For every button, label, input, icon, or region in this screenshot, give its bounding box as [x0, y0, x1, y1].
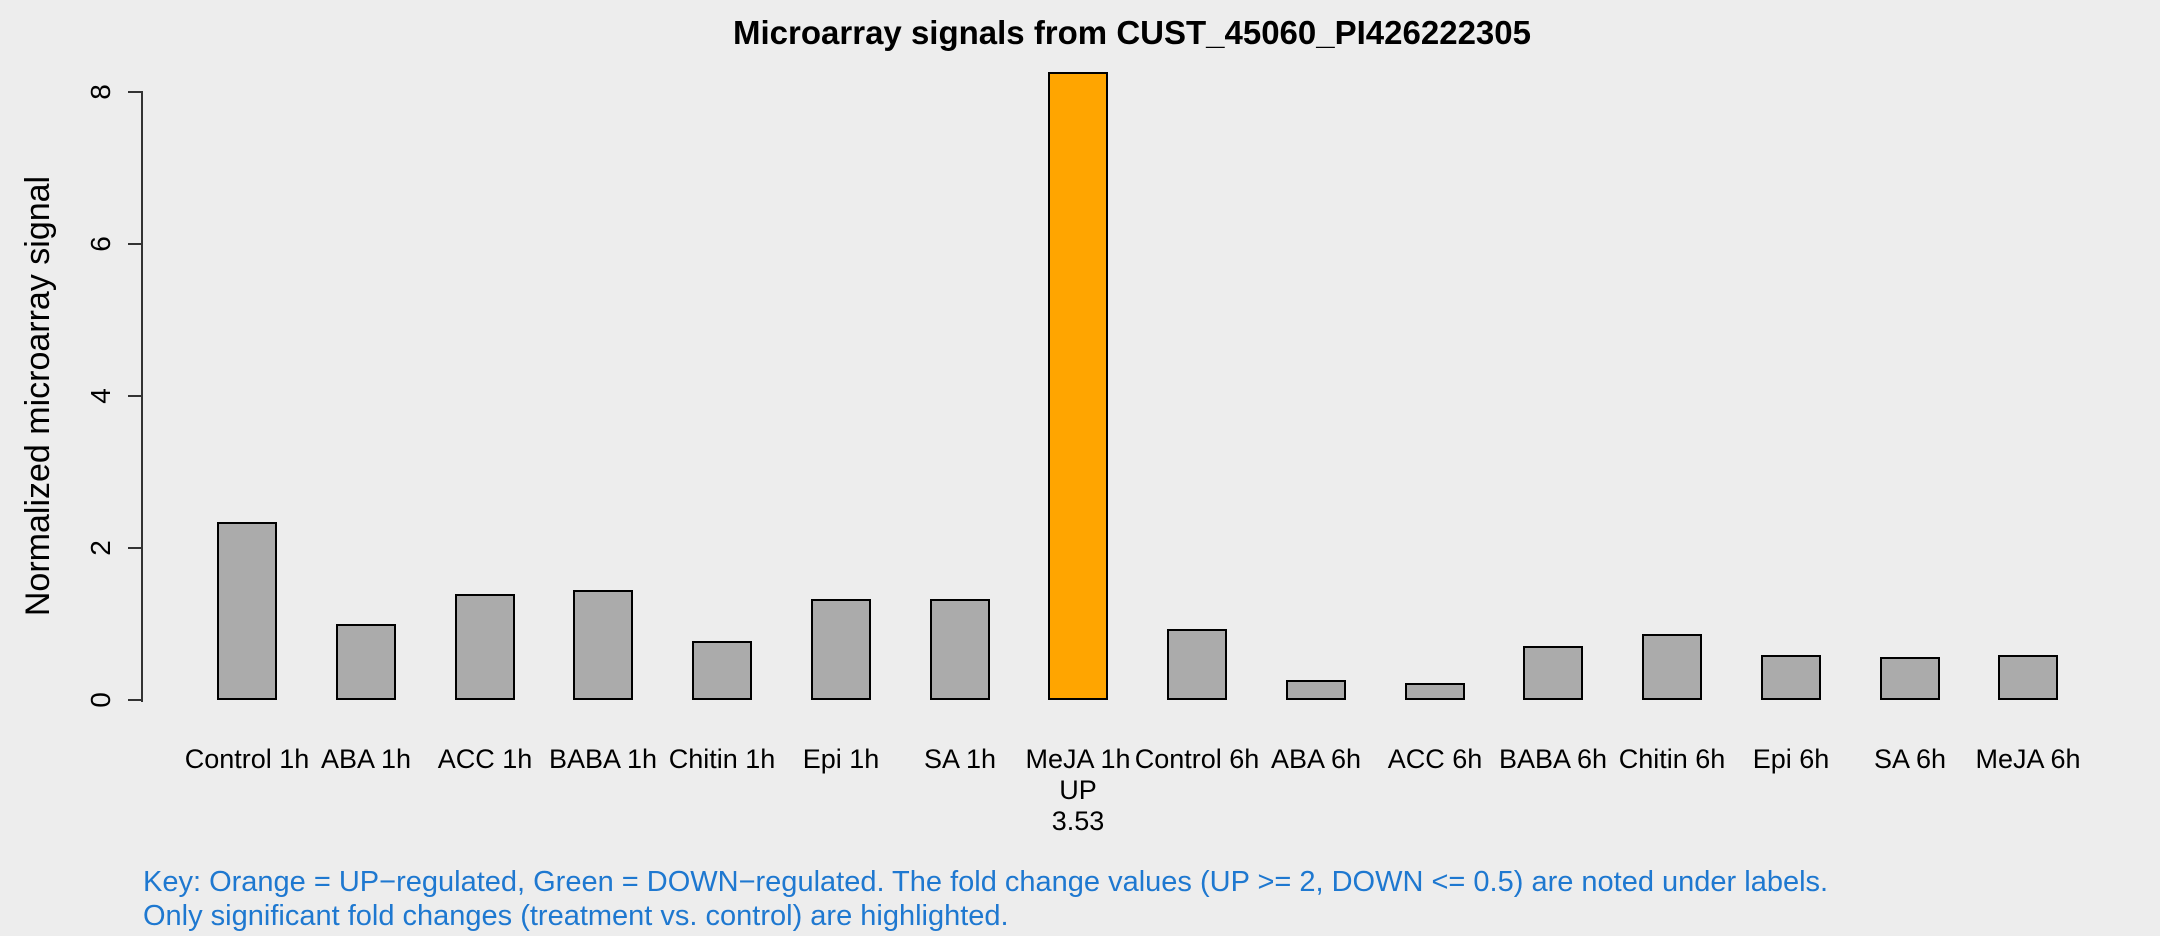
x-tick-label: ACC 6h	[1387, 744, 1483, 774]
x-label-group: MeJA 1h UP 3.53	[988, 744, 1168, 837]
x-tick-label: ACC 1h	[437, 744, 533, 774]
x-tick-label: ABA 6h	[1270, 744, 1362, 774]
bar-epi-1h	[811, 599, 871, 700]
x-tick-label: SA 1h	[923, 744, 997, 774]
x-label-group: Chitin 1h	[632, 744, 812, 775]
bar-baba-1h	[573, 590, 633, 700]
x-label-group: MeJA 6h	[1938, 744, 2118, 775]
bar-sa-6h	[1880, 657, 1940, 700]
bar-control-1h	[217, 522, 277, 700]
bar-epi-6h	[1761, 655, 1821, 700]
x-tick-label: ABA 1h	[320, 744, 412, 774]
x-label-group: ABA 6h	[1226, 744, 1406, 775]
bar-chitin-6h	[1642, 634, 1702, 700]
key-line-1: Key: Orange = UP−regulated, Green = DOWN…	[143, 866, 1829, 898]
y-tick-label: 4	[85, 388, 116, 404]
bar-aba-6h	[1286, 680, 1346, 700]
x-label-group: ABA 1h	[276, 744, 456, 775]
x-label-group: BABA 1h	[513, 744, 693, 775]
x-tick-label: Chitin 6h	[1618, 744, 1726, 774]
bar-baba-6h	[1523, 646, 1583, 700]
bar-aba-1h	[336, 624, 396, 700]
x-tick-label: MeJA 1h	[1025, 744, 1131, 774]
bar-chitin-1h	[692, 641, 752, 700]
x-label-group: Epi 1h	[751, 744, 931, 775]
x-tick-label: Control 6h	[1134, 744, 1260, 774]
key-line-2: Only significant fold changes (treatment…	[143, 900, 1009, 932]
fold-value-annotation: 3.53	[1051, 806, 1105, 836]
x-tick-label: Chitin 1h	[668, 744, 776, 774]
x-label-group: BABA 6h	[1463, 744, 1643, 775]
chart-title: Microarray signals from CUST_45060_PI426…	[733, 14, 1531, 51]
y-tick	[128, 699, 143, 701]
y-tick	[128, 91, 143, 93]
x-label-group: ACC 6h	[1345, 744, 1525, 775]
y-tick	[128, 395, 143, 397]
fold-direction-annotation: UP	[1059, 775, 1097, 805]
y-tick-label: 6	[85, 236, 116, 252]
bar-meja-1h	[1048, 72, 1108, 700]
bar-meja-6h	[1998, 655, 2058, 700]
y-tick-label: 2	[85, 540, 116, 556]
x-tick-label: SA 6h	[1873, 744, 1947, 774]
x-label-group: Chitin 6h	[1582, 744, 1762, 775]
x-tick-label: MeJA 6h	[1975, 744, 2081, 774]
x-label-group: Epi 6h	[1701, 744, 1881, 775]
x-tick-label: BABA 1h	[548, 744, 658, 774]
y-tick	[128, 243, 143, 245]
bar-acc-6h	[1405, 683, 1465, 700]
x-label-group: SA 1h	[870, 744, 1050, 775]
x-tick-label: BABA 6h	[1498, 744, 1608, 774]
bar-control-6h	[1167, 629, 1227, 700]
x-label-group: Control 1h	[157, 744, 337, 775]
x-tick-label: Control 1h	[184, 744, 310, 774]
x-label-group: ACC 1h	[395, 744, 575, 775]
bar-acc-1h	[455, 594, 515, 700]
y-tick	[128, 547, 143, 549]
x-label-group: SA 6h	[1820, 744, 2000, 775]
y-tick-label: 0	[85, 692, 116, 708]
y-axis-line	[141, 92, 143, 702]
x-tick-label: Epi 6h	[1752, 744, 1830, 774]
x-label-group: Control 6h	[1107, 744, 1287, 775]
x-tick-label: Epi 1h	[802, 744, 880, 774]
bar-sa-1h	[930, 599, 990, 700]
y-tick-label: 8	[85, 84, 116, 100]
y-axis-label: Normalized microarray signal	[19, 175, 57, 617]
